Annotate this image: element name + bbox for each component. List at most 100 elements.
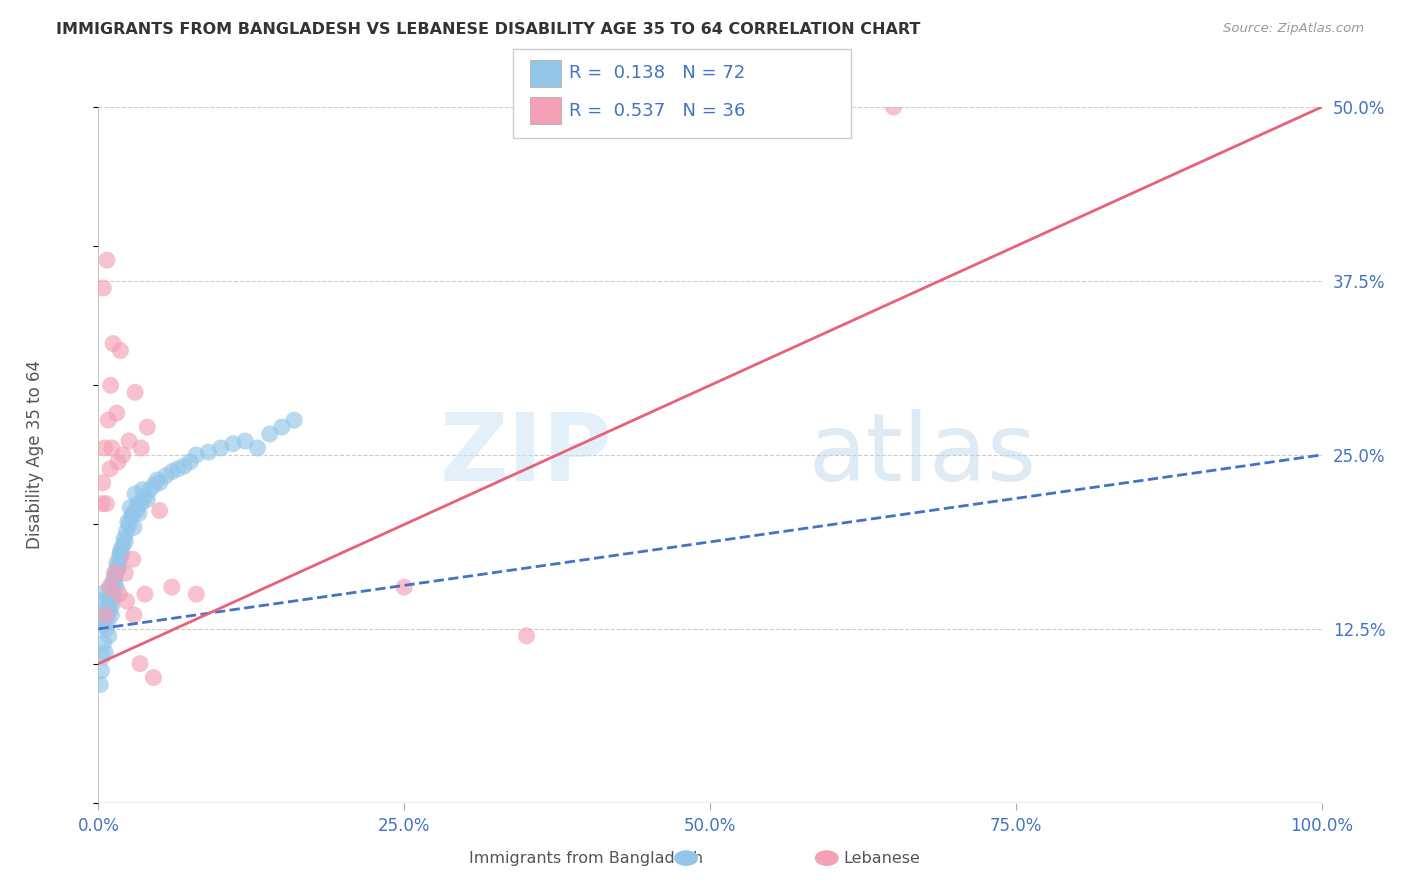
Point xyxy=(97,629,120,643)
Point xyxy=(142,671,165,685)
Point xyxy=(883,100,905,114)
Point xyxy=(98,462,121,476)
Point xyxy=(101,441,124,455)
Point xyxy=(160,465,183,479)
Point xyxy=(114,566,136,581)
Point xyxy=(124,487,146,501)
Point xyxy=(91,612,114,626)
Point xyxy=(96,607,118,622)
Point xyxy=(259,427,281,442)
Point xyxy=(93,636,115,650)
Point xyxy=(128,507,150,521)
Point xyxy=(94,601,117,615)
Point xyxy=(100,607,122,622)
Text: atlas: atlas xyxy=(808,409,1036,501)
Text: Source: ZipAtlas.com: Source: ZipAtlas.com xyxy=(1223,22,1364,36)
Point xyxy=(101,573,124,587)
Point xyxy=(112,532,135,546)
Point xyxy=(115,524,138,539)
Point xyxy=(167,462,190,476)
Point xyxy=(100,378,122,392)
Point xyxy=(96,622,118,636)
Point xyxy=(101,336,124,351)
Point xyxy=(115,594,138,608)
Point xyxy=(105,557,128,571)
Point xyxy=(89,677,111,691)
Text: R =  0.138   N = 72: R = 0.138 N = 72 xyxy=(569,64,745,82)
Point xyxy=(134,490,156,504)
Point xyxy=(173,458,195,473)
Point xyxy=(93,585,115,599)
Point xyxy=(392,580,416,594)
Text: Lebanese: Lebanese xyxy=(844,851,921,865)
Point xyxy=(91,617,114,632)
Point xyxy=(91,281,114,295)
Point xyxy=(197,445,219,459)
Point xyxy=(516,629,538,643)
Point xyxy=(283,413,305,427)
Point xyxy=(124,385,146,400)
Point xyxy=(91,497,114,511)
Point xyxy=(111,548,134,562)
Point xyxy=(122,520,145,534)
Point xyxy=(94,646,117,660)
Point xyxy=(129,441,152,455)
Point xyxy=(91,649,114,664)
Point xyxy=(179,455,201,469)
Point xyxy=(90,594,112,608)
Point xyxy=(122,607,145,622)
Point xyxy=(149,503,172,517)
Point xyxy=(121,552,143,566)
Point xyxy=(160,580,183,594)
Point xyxy=(98,580,121,594)
Point xyxy=(233,434,256,448)
Point xyxy=(118,517,141,532)
Point xyxy=(111,448,134,462)
Point xyxy=(139,483,162,497)
Point xyxy=(129,657,152,671)
Point xyxy=(97,615,120,629)
Point xyxy=(90,664,112,678)
Point xyxy=(91,475,114,490)
Point xyxy=(100,580,122,594)
Point xyxy=(93,441,115,455)
Point xyxy=(105,406,128,420)
Point xyxy=(110,343,132,358)
Point xyxy=(246,441,269,455)
Point xyxy=(101,587,124,601)
Point xyxy=(94,607,117,622)
Point xyxy=(104,566,127,581)
Point xyxy=(97,590,120,604)
Point xyxy=(146,473,169,487)
Point xyxy=(107,562,129,576)
Point xyxy=(96,253,118,268)
Point xyxy=(149,475,172,490)
Point xyxy=(270,420,294,434)
Point xyxy=(117,515,139,529)
Text: IMMIGRANTS FROM BANGLADESH VS LEBANESE DISABILITY AGE 35 TO 64 CORRELATION CHART: IMMIGRANTS FROM BANGLADESH VS LEBANESE D… xyxy=(56,22,921,37)
Point xyxy=(98,604,121,618)
Point xyxy=(186,448,208,462)
Point xyxy=(108,552,131,566)
Point xyxy=(136,492,159,507)
Point xyxy=(107,455,129,469)
Point xyxy=(98,594,121,608)
Text: R =  0.537   N = 36: R = 0.537 N = 36 xyxy=(569,102,745,120)
Point xyxy=(104,570,127,584)
Point xyxy=(136,420,159,434)
Point xyxy=(105,562,128,576)
Point xyxy=(127,497,149,511)
Point xyxy=(103,576,125,591)
Point xyxy=(97,413,120,427)
Point xyxy=(118,434,141,448)
Point xyxy=(186,587,208,601)
Point xyxy=(125,503,148,517)
Text: ZIP: ZIP xyxy=(439,409,612,501)
Point xyxy=(155,468,177,483)
Point xyxy=(134,587,156,601)
Point xyxy=(120,500,142,515)
Point xyxy=(110,545,132,559)
Point xyxy=(222,437,245,451)
Point xyxy=(111,538,134,552)
Point xyxy=(96,497,118,511)
